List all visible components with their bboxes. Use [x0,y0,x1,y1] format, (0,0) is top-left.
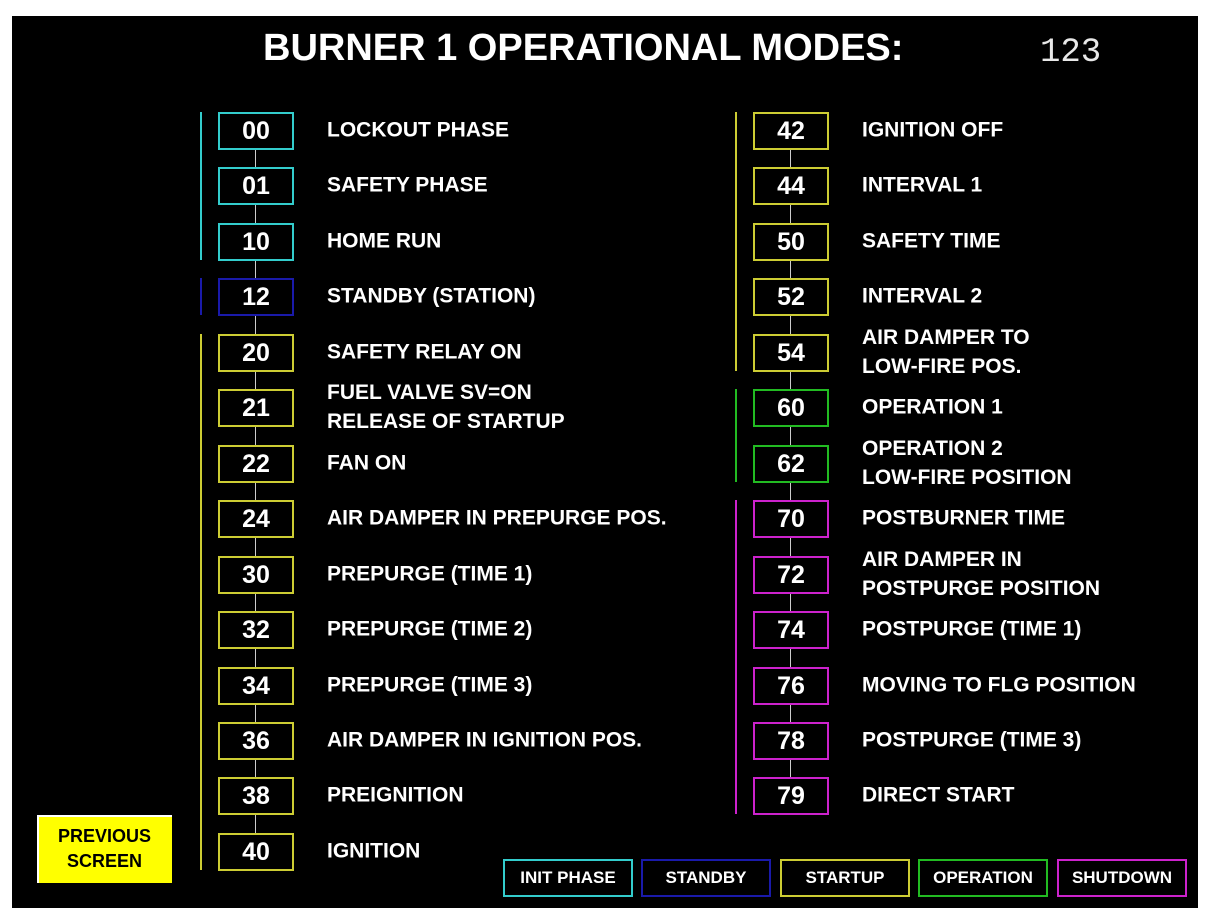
mode-code-box: 62 [753,444,829,483]
mode-code-box: 32 [218,611,294,650]
mode-code-box: 21 [218,389,294,428]
connector-line [255,130,256,186]
mode-code-box: 52 [753,278,829,317]
mode-label: AIR DAMPER IN IGNITION POS. [327,728,643,752]
connector-line [790,351,791,408]
legend-standby: STANDBY [641,859,771,897]
group-bar-shutdown [735,500,737,815]
mode-label: LOCKOUT PHASE [327,118,510,142]
mode-code-box: 30 [218,555,294,594]
mode-label: PREPURGE (TIME 1) [327,562,533,586]
mode-label: POSTBURNER TIME [862,506,1066,530]
mode-code-box: 78 [753,721,829,760]
mode-code-box: 22 [218,444,294,483]
connector-line [255,684,256,740]
connector-line [790,130,791,186]
mode-code-box: 36 [218,721,294,760]
mode-label: FUEL VALVE SV=ON RELEASE OF STARTUP [327,381,565,434]
mode-code-box: 70 [753,500,829,539]
mode-code-box: 54 [753,333,829,372]
connector-line [790,518,791,574]
connector-line [255,185,256,241]
connector-line [255,739,256,796]
mode-label: MOVING TO FLG POSITION [862,673,1136,696]
connector-line [790,185,791,241]
legend-startup: STARTUP [780,859,910,897]
mode-label: OPERATION 2 LOW-FIRE POSITION [862,436,1072,489]
group-bar-startup [200,333,202,870]
mode-label: HOME RUN [327,229,442,253]
mode-code-box: 38 [218,777,294,816]
mode-label: STANDBY (STATION) [327,284,536,308]
connector-line [790,573,791,630]
mode-label: PREPURGE (TIME 2) [327,617,533,641]
connector-line [255,518,256,574]
connector-line [790,739,791,796]
connector-line [255,407,256,463]
mode-label: IGNITION [327,839,421,863]
mode-label: SAFETY RELAY ON [327,340,522,364]
connector-line [790,462,791,519]
page-title: BURNER 1 OPERATIONAL MODES: [263,27,904,69]
mode-code-box: 72 [753,555,829,594]
connector-line [790,629,791,685]
connector-line [255,296,256,352]
mode-code-box: 12 [218,278,294,317]
group-bar-operation [735,389,737,482]
mode-label: PREPURGE (TIME 3) [327,673,533,696]
connector-line [255,629,256,685]
connector-line [255,462,256,519]
mode-code-box: 34 [218,666,294,705]
mode-code-box: 00 [218,112,294,150]
mode-code-box: 44 [753,167,829,206]
mode-code-box: 01 [218,167,294,206]
legend-init: INIT PHASE [503,859,633,897]
mode-code-box: 20 [218,333,294,372]
mode-code-box: 74 [753,611,829,650]
previous-screen-button[interactable]: PREVIOUS SCREEN [37,815,172,883]
connector-line [255,351,256,408]
hmi-panel [12,16,1198,908]
previous-screen-label: PREVIOUS SCREEN [57,826,152,871]
connector-line [790,240,791,297]
mode-label: IGNITION OFF [862,118,1004,142]
mode-code-box: 24 [218,500,294,539]
current-mode-value: 123 [1040,34,1102,72]
mode-label: POSTPURGE (TIME 3) [862,728,1082,752]
mode-code-box: 42 [753,112,829,150]
mode-label: SAFETY PHASE [327,173,488,197]
mode-label: POSTPURGE (TIME 1) [862,617,1082,641]
mode-label: DIRECT START [862,783,1015,807]
mode-code-box: 50 [753,222,829,261]
legend-operation: OPERATION [918,859,1048,897]
group-bar-startup [735,112,737,371]
legend-shutdown: SHUTDOWN [1057,859,1187,897]
group-bar-standby [200,278,202,316]
mode-label: SAFETY TIME [862,229,1001,253]
mode-label: INTERVAL 2 [862,284,983,308]
connector-line [255,240,256,297]
mode-label: AIR DAMPER IN PREPURGE POS. [327,506,667,530]
mode-label: AIR DAMPER TO LOW-FIRE POS. [862,325,1030,378]
connector-line [790,684,791,740]
mode-label: AIR DAMPER IN POSTPURGE POSITION [862,547,1101,600]
mode-code-box: 10 [218,222,294,261]
mode-label: OPERATION 1 [862,395,1003,419]
connector-line [790,296,791,352]
mode-code-box: 60 [753,389,829,428]
mode-code-box: 79 [753,777,829,816]
mode-code-box: 76 [753,666,829,705]
connector-line [790,407,791,463]
connector-line [255,795,256,851]
group-bar-init [200,112,202,260]
mode-label: INTERVAL 1 [862,173,983,197]
mode-label: FAN ON [327,451,407,475]
connector-line [255,573,256,630]
mode-label: PREIGNITION [327,783,464,807]
mode-code-box: 40 [218,832,294,871]
